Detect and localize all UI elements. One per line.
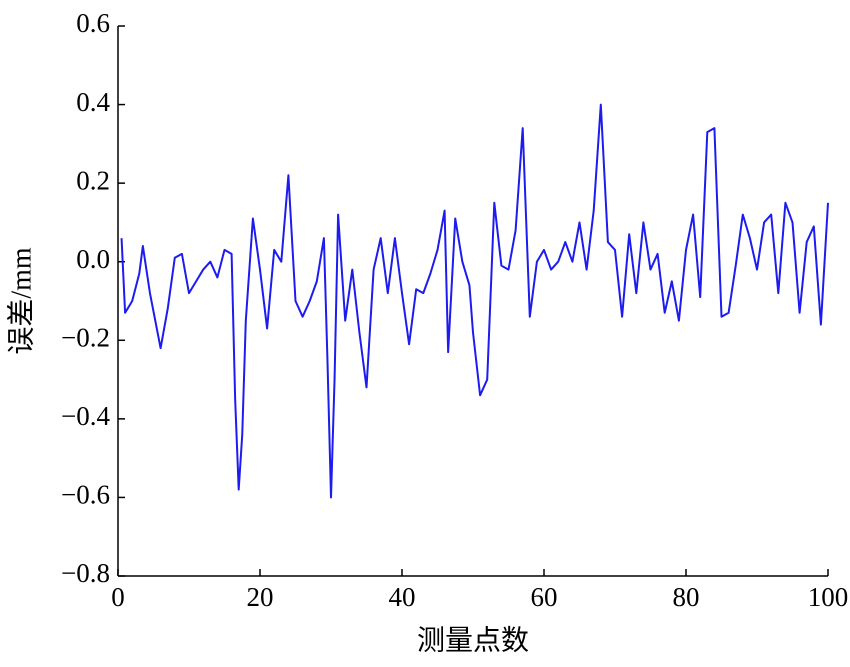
y-tick-label: −0.2 bbox=[61, 322, 110, 352]
y-tick-label: −0.6 bbox=[61, 480, 110, 510]
x-axis-title: 测量点数 bbox=[417, 624, 529, 656]
y-tick-label: 0.2 bbox=[76, 165, 110, 195]
x-tick-label: 60 bbox=[531, 582, 558, 612]
x-tick-label: 80 bbox=[673, 582, 700, 612]
y-tick-label: −0.4 bbox=[61, 401, 110, 431]
y-tick-label: 0.0 bbox=[76, 244, 110, 274]
data-line bbox=[120, 103, 829, 499]
x-tick-label: 0 bbox=[111, 582, 125, 612]
x-tick-label: 100 bbox=[808, 582, 849, 612]
y-tick-label: 0.6 bbox=[76, 8, 110, 38]
y-tick-label: −0.8 bbox=[61, 558, 110, 588]
y-axis-title: 误差/mm bbox=[5, 247, 37, 355]
x-tick-label: 40 bbox=[389, 582, 416, 612]
x-tick-label: 20 bbox=[247, 582, 274, 612]
y-tick-label: 0.4 bbox=[76, 87, 110, 117]
